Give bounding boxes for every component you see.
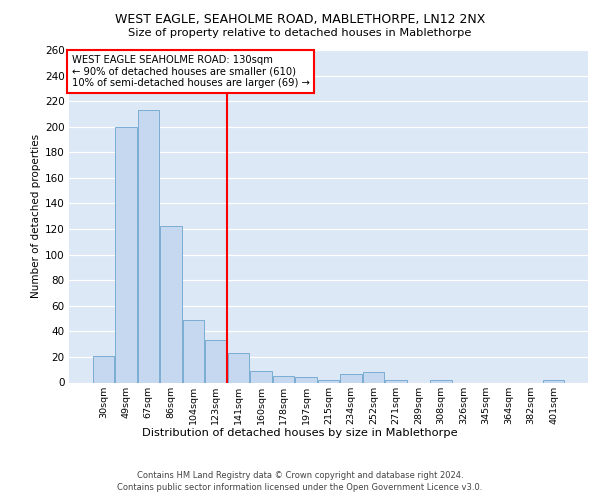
Y-axis label: Number of detached properties: Number of detached properties bbox=[31, 134, 41, 298]
Text: Distribution of detached houses by size in Mablethorpe: Distribution of detached houses by size … bbox=[142, 428, 458, 438]
Bar bbox=[340, 374, 362, 382]
Text: WEST EAGLE, SEAHOLME ROAD, MABLETHORPE, LN12 2NX: WEST EAGLE, SEAHOLME ROAD, MABLETHORPE, … bbox=[115, 12, 485, 26]
Bar bbox=[160, 226, 182, 382]
Bar bbox=[92, 356, 114, 382]
Bar bbox=[137, 110, 159, 382]
Text: WEST EAGLE SEAHOLME ROAD: 130sqm
← 90% of detached houses are smaller (610)
10% : WEST EAGLE SEAHOLME ROAD: 130sqm ← 90% o… bbox=[71, 55, 310, 88]
Text: Contains HM Land Registry data © Crown copyright and database right 2024.: Contains HM Land Registry data © Crown c… bbox=[137, 471, 463, 480]
Bar bbox=[363, 372, 384, 382]
Bar bbox=[182, 320, 204, 382]
Bar bbox=[250, 371, 272, 382]
Bar bbox=[228, 353, 249, 382]
Bar bbox=[115, 126, 137, 382]
Bar bbox=[385, 380, 407, 382]
Bar bbox=[430, 380, 452, 382]
Bar bbox=[318, 380, 339, 382]
Bar bbox=[273, 376, 294, 382]
Text: Contains public sector information licensed under the Open Government Licence v3: Contains public sector information licen… bbox=[118, 482, 482, 492]
Bar bbox=[543, 380, 565, 382]
Bar bbox=[205, 340, 227, 382]
Bar bbox=[295, 378, 317, 382]
Text: Size of property relative to detached houses in Mablethorpe: Size of property relative to detached ho… bbox=[128, 28, 472, 38]
